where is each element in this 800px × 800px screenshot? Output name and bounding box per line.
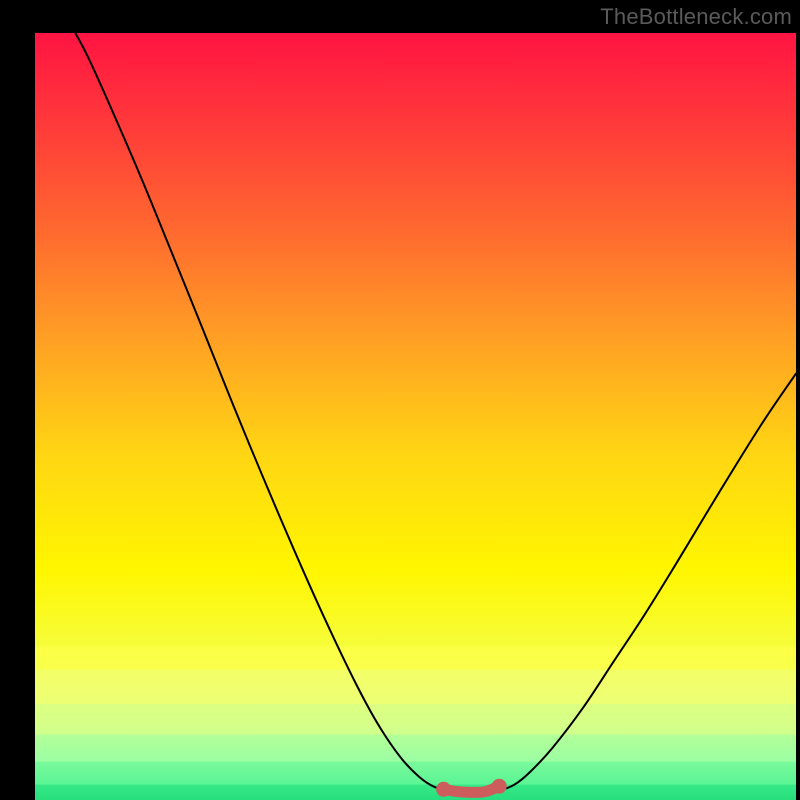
range-end-marker [492,779,507,794]
bottleneck-curve-plot [35,33,796,800]
attribution-label: TheBottleneck.com [600,4,792,30]
bottom-band [35,735,796,762]
optimal-range-segment [444,786,500,792]
bottom-band [35,704,796,735]
bottom-band [35,670,796,705]
chart-canvas: TheBottleneck.com [0,0,800,800]
bottom-band [35,647,796,670]
bottom-band [35,785,796,800]
range-end-marker [436,782,451,797]
